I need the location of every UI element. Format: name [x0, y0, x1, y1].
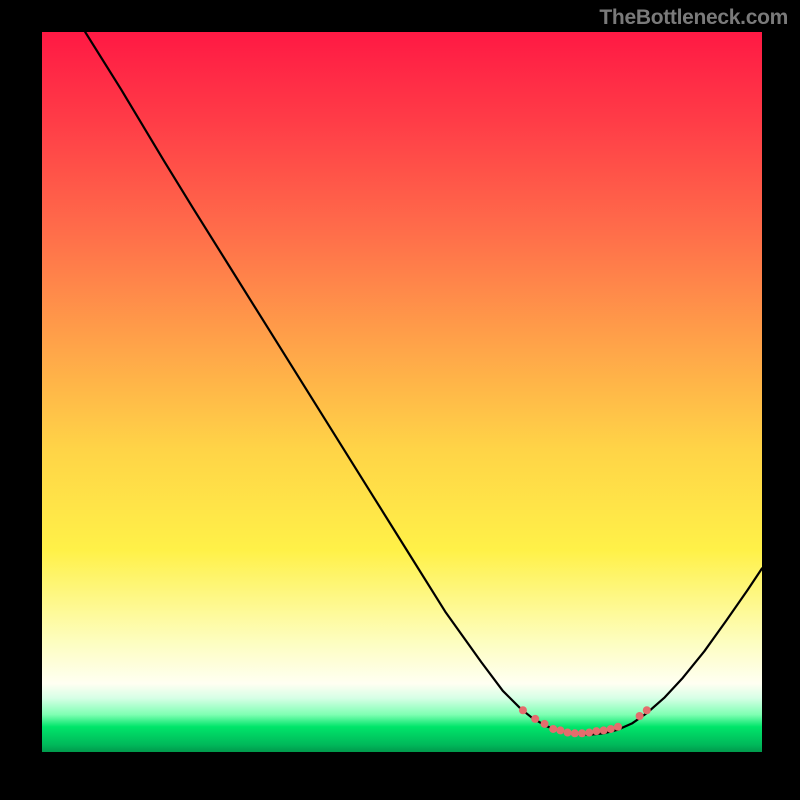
marker-dot [614, 723, 622, 731]
marker-dot [571, 729, 579, 737]
marker-dot [578, 729, 586, 737]
chart-stage: TheBottleneck.com [0, 0, 800, 800]
marker-dot [600, 726, 608, 734]
marker-dot [531, 715, 539, 723]
marker-dot [643, 706, 651, 714]
plot-background [42, 32, 762, 752]
bottleneck-chart [0, 0, 800, 800]
marker-dot [564, 729, 572, 737]
marker-dot [556, 726, 564, 734]
marker-dot [636, 712, 644, 720]
watermark-text: TheBottleneck.com [599, 6, 788, 30]
marker-dot [607, 725, 615, 733]
marker-dot [541, 720, 549, 728]
marker-dot [585, 729, 593, 737]
marker-dot [519, 706, 527, 714]
marker-dot [549, 725, 557, 733]
marker-dot [592, 727, 600, 735]
